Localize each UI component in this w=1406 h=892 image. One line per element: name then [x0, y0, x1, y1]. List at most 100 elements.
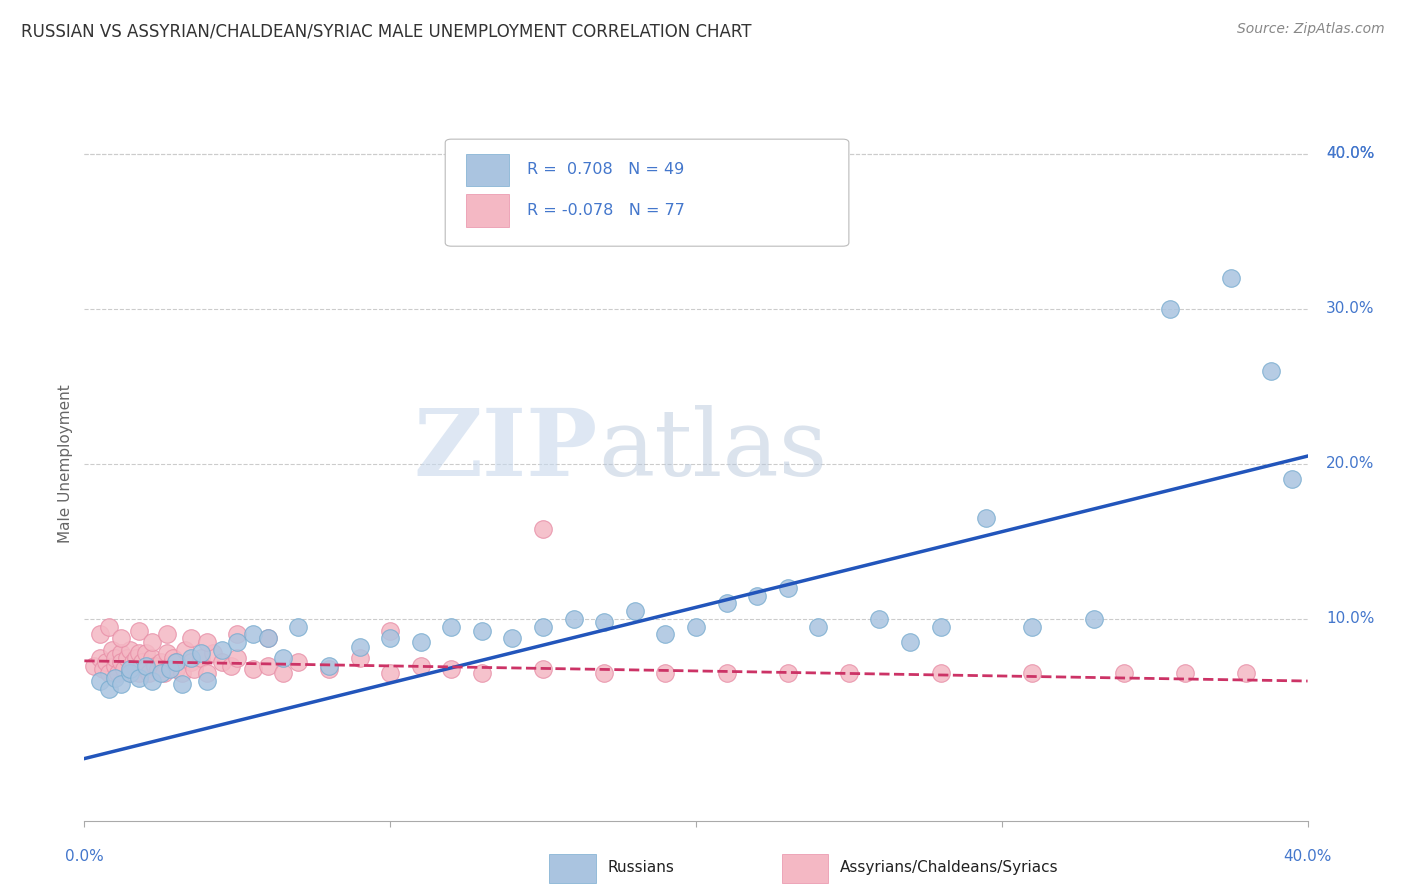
Point	[131, 656, 153, 670]
Point	[128, 671, 150, 685]
Point	[104, 671, 127, 685]
Point	[593, 615, 616, 629]
Point	[183, 662, 205, 676]
Point	[242, 662, 264, 676]
Text: 10.0%: 10.0%	[1326, 612, 1374, 626]
Point	[1159, 301, 1181, 316]
Point	[112, 662, 135, 676]
Point	[471, 666, 494, 681]
Point	[120, 662, 142, 676]
Point	[180, 656, 202, 670]
Text: 40.0%: 40.0%	[1326, 146, 1374, 161]
Text: 0.0%: 0.0%	[65, 848, 104, 863]
Text: Russians: Russians	[607, 860, 675, 874]
FancyBboxPatch shape	[446, 139, 849, 246]
Point	[180, 650, 202, 665]
Point	[226, 650, 249, 665]
Point	[318, 662, 340, 676]
Point	[146, 662, 169, 676]
Point	[104, 658, 127, 673]
Point	[471, 624, 494, 639]
Point	[531, 522, 554, 536]
Point	[110, 677, 132, 691]
Point	[97, 666, 120, 681]
Point	[165, 662, 187, 676]
Point	[110, 646, 132, 660]
Point	[440, 662, 463, 676]
Point	[120, 643, 142, 657]
Point	[128, 624, 150, 639]
Text: R =  0.708   N = 49: R = 0.708 N = 49	[527, 162, 685, 178]
Point	[162, 650, 184, 665]
Point	[624, 604, 647, 618]
Point	[125, 650, 148, 665]
Text: ZIP: ZIP	[413, 405, 598, 494]
Point	[128, 666, 150, 681]
Text: Source: ZipAtlas.com: Source: ZipAtlas.com	[1237, 22, 1385, 37]
Point	[135, 646, 157, 660]
Point	[776, 666, 799, 681]
FancyBboxPatch shape	[550, 855, 596, 883]
Point	[195, 673, 218, 688]
Point	[174, 643, 197, 657]
Point	[156, 627, 179, 641]
Point	[165, 656, 187, 670]
Point	[125, 662, 148, 676]
Point	[195, 635, 218, 649]
Point	[195, 666, 218, 681]
Point	[593, 666, 616, 681]
Point	[1021, 620, 1043, 634]
Point	[141, 673, 163, 688]
FancyBboxPatch shape	[465, 194, 509, 227]
Point	[318, 658, 340, 673]
Point	[89, 650, 111, 665]
Point	[409, 658, 432, 673]
Text: R = -0.078   N = 77: R = -0.078 N = 77	[527, 203, 685, 218]
Point	[211, 656, 233, 670]
Point	[1114, 666, 1136, 681]
Point	[159, 662, 181, 676]
Point	[1021, 666, 1043, 681]
Point	[1260, 364, 1282, 378]
Point	[97, 620, 120, 634]
Point	[135, 658, 157, 673]
Point	[94, 656, 117, 670]
Point	[190, 646, 212, 660]
Point	[153, 666, 176, 681]
Text: 40.0%: 40.0%	[1326, 146, 1374, 161]
Point	[89, 627, 111, 641]
Point	[807, 620, 830, 634]
Point	[120, 666, 142, 681]
Point	[257, 658, 280, 673]
Point	[976, 511, 998, 525]
Point	[1174, 666, 1197, 681]
Text: atlas: atlas	[598, 405, 827, 494]
Point	[1281, 472, 1303, 486]
Point	[91, 662, 114, 676]
Point	[211, 643, 233, 657]
Point	[257, 631, 280, 645]
Point	[141, 635, 163, 649]
Point	[257, 631, 280, 645]
Point	[242, 627, 264, 641]
Point	[226, 627, 249, 641]
Point	[531, 662, 554, 676]
Point	[271, 666, 294, 681]
Point	[128, 646, 150, 660]
Point	[929, 666, 952, 681]
Point	[869, 612, 891, 626]
Point	[159, 658, 181, 673]
Point	[107, 666, 129, 681]
Point	[562, 612, 585, 626]
Point	[83, 658, 105, 673]
Point	[287, 656, 309, 670]
Point	[929, 620, 952, 634]
Point	[226, 635, 249, 649]
Point	[1083, 612, 1105, 626]
Point	[104, 650, 127, 665]
Point	[380, 624, 402, 639]
Point	[180, 631, 202, 645]
Point	[654, 666, 676, 681]
Point	[349, 640, 371, 654]
Point	[138, 666, 160, 681]
